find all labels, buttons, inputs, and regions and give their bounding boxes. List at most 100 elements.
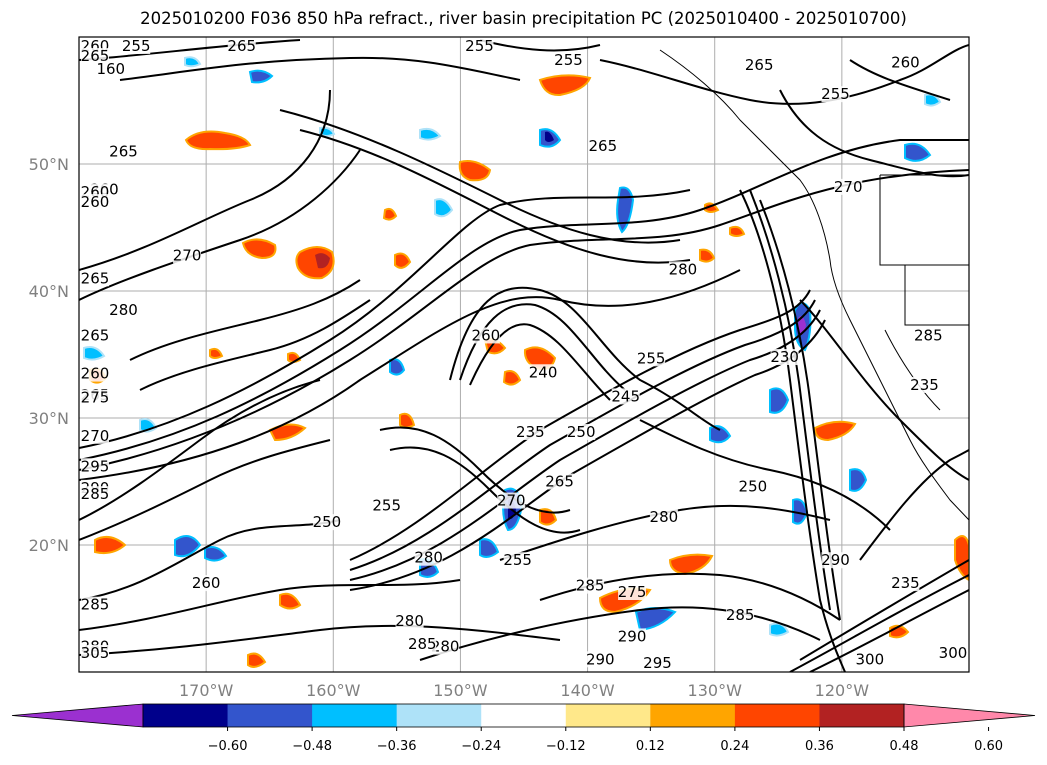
contour-label-bg	[554, 51, 583, 68]
contour-label: 250	[739, 478, 768, 496]
colorbar-tick-label: −0.48	[292, 739, 332, 754]
colorbar-max-extension	[903, 703, 1036, 728]
contour-label: 270	[834, 178, 863, 196]
contour-label: 255	[503, 551, 532, 569]
contour-label-bg	[192, 575, 221, 592]
contour-label: 250	[567, 423, 596, 441]
refractivity-contours	[79, 39, 969, 672]
contour-label-bg	[588, 138, 617, 155]
contour-label: 295	[643, 654, 672, 672]
contour-label-bg	[431, 638, 460, 655]
contour-label-bg	[529, 364, 558, 381]
latitude-label: 30°N	[29, 409, 69, 428]
colorbar-tick-label: 0.36	[805, 739, 834, 754]
longitude-label: 150°W	[433, 681, 488, 700]
contour-label-bg	[611, 388, 640, 405]
longitude-label: 130°W	[688, 681, 743, 700]
contour-label-bg	[770, 349, 799, 366]
latitude-label: 20°N	[29, 536, 69, 555]
contour-label: 285	[81, 485, 110, 503]
contour-label: 270	[81, 427, 110, 445]
contour-label-bg	[465, 38, 494, 54]
contour-label: 265	[745, 56, 774, 74]
contour-label-bg	[227, 38, 256, 54]
contour-label-bg	[81, 270, 109, 287]
contour-label: 305	[81, 644, 110, 662]
contour-label: 260	[81, 193, 110, 211]
contour-label: 280	[395, 612, 424, 630]
contour-label-bg	[372, 497, 401, 514]
contour-label-bg	[96, 60, 125, 77]
contour-label: 290	[618, 627, 647, 645]
contour-label: 265	[227, 37, 256, 55]
map-frame	[78, 36, 970, 673]
contour-label-bg	[81, 365, 109, 382]
contour-label-bg	[637, 350, 666, 367]
contour-label-bg	[414, 549, 443, 566]
contour-label-bg	[173, 247, 202, 264]
colorbar-segment	[396, 704, 482, 727]
contour-label-bg	[81, 486, 109, 503]
contour-label: 285	[726, 606, 755, 624]
colorbar	[11, 703, 1036, 728]
colorbar-segment	[481, 704, 567, 727]
map-title: 2025010200 F036 850 hPa refract., river …	[140, 9, 907, 28]
contour-label: 255	[821, 85, 850, 103]
colorbar-min-extension	[11, 703, 144, 728]
contour-label-bg	[408, 636, 437, 653]
precip-anomaly-shading	[83, 56, 969, 668]
contour-label-bg	[81, 327, 109, 344]
colorbar-tick-label: −0.60	[208, 739, 248, 754]
contour-label: 245	[611, 387, 640, 405]
colorbar-segment	[734, 704, 820, 727]
contour-label: 250	[313, 513, 342, 531]
contour-label: 265	[81, 269, 110, 287]
contour-label: 260	[192, 574, 221, 592]
contour-label: 285	[408, 635, 437, 653]
contour-label-bg	[910, 376, 939, 393]
colorbar-tick-label: −0.12	[546, 739, 586, 754]
contour-label: 160	[96, 60, 125, 78]
contour-label-bg	[914, 327, 943, 344]
contour-label: 300	[856, 650, 885, 668]
colorbar-tick-label: 0.12	[636, 739, 665, 754]
contour-label-bg	[81, 389, 109, 406]
latitude-label: 50°N	[29, 155, 69, 174]
contour-label: 255	[372, 497, 401, 515]
contour-label-bg	[81, 427, 109, 444]
latitude-labels: 50°N 40°N 30°N 20°N	[29, 155, 69, 555]
colorbar-tick-label: −0.24	[461, 739, 501, 754]
colorbar-segment	[819, 704, 905, 727]
contour-label-bg	[834, 178, 863, 195]
latitude-label: 40°N	[29, 282, 69, 301]
longitude-label: 140°W	[560, 681, 615, 700]
colorbar-segment	[312, 704, 398, 727]
contour-label-bg	[891, 575, 920, 592]
contour-label-bg	[738, 478, 767, 495]
contour-label: 255	[554, 51, 583, 69]
contour-label: 280	[414, 549, 443, 567]
contour-label: 265	[109, 142, 138, 160]
contour-label-bg	[939, 644, 967, 661]
contour-label-bg	[497, 492, 526, 509]
contour-label: 280	[669, 260, 698, 278]
contour-label-bg	[821, 552, 850, 569]
contour-label-bg	[81, 596, 109, 613]
contour-label: 240	[529, 363, 558, 381]
coastline	[659, 49, 969, 521]
contour-label: 280	[650, 508, 679, 526]
colorbar-tick-label: 0.60	[974, 739, 1003, 754]
contour-label: 255	[122, 37, 151, 55]
contour-label-bg	[576, 577, 605, 594]
contour-label-bg	[81, 644, 109, 661]
contour-label: 285	[81, 596, 110, 614]
contour-label-bg	[618, 628, 647, 645]
contour-label: 235	[910, 376, 939, 394]
contour-label-bg	[471, 327, 500, 344]
longitude-label: 170°W	[179, 681, 234, 700]
colorbar-frame	[142, 703, 905, 728]
contour-label-bg	[109, 143, 138, 160]
longitude-label: 120°W	[815, 681, 870, 700]
